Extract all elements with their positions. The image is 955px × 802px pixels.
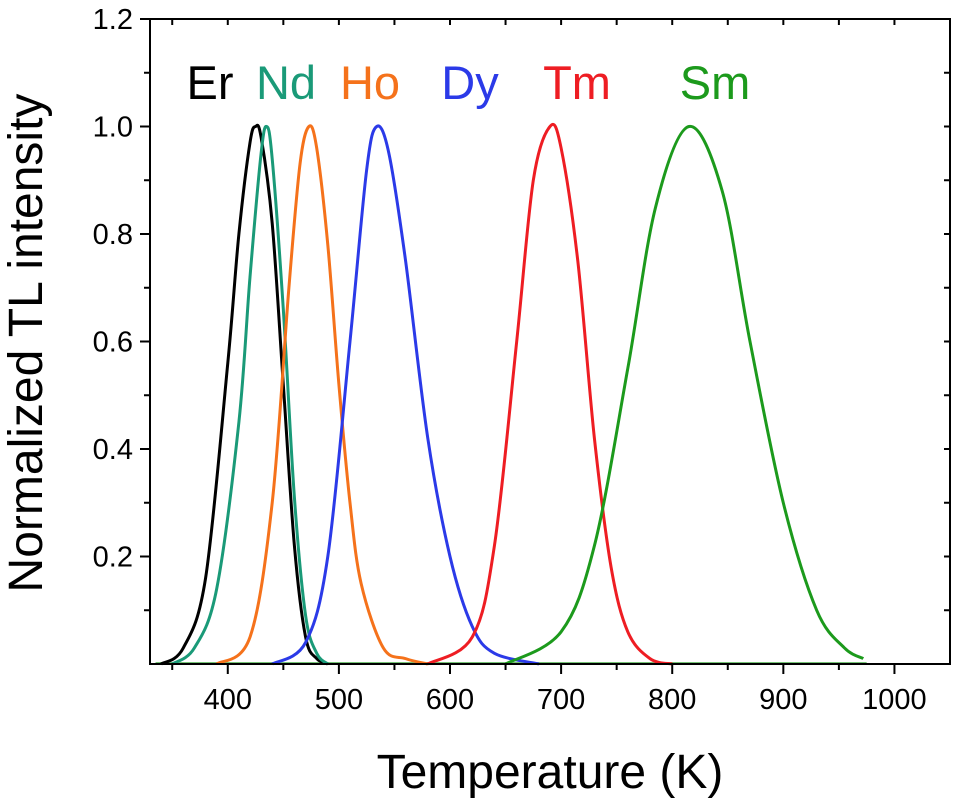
y-tick-label: 0.8 (93, 219, 133, 251)
y-tick-label: 0.6 (93, 327, 133, 359)
plot-area: Er Nd Ho Dy Tm Sm (155, 56, 867, 666)
x-tick-label: 700 (537, 684, 585, 716)
series-line-sm (504, 124, 865, 666)
plot-frame (149, 18, 951, 665)
x-tick-label: 1000 (862, 684, 927, 716)
series-line-tm (427, 122, 673, 666)
series-label-ho: Ho (340, 56, 400, 109)
series-line-nd (171, 124, 329, 666)
series-line-er (160, 123, 329, 666)
y-axis-title: Normalized TL intensity (0, 94, 53, 593)
x-tick-label: 800 (648, 684, 696, 716)
series-line-ho (215, 124, 429, 666)
x-tick-label: 400 (204, 684, 252, 716)
series-label-sm: Sm (680, 56, 751, 109)
series-label-nd: Nd (256, 56, 316, 109)
x-tick-label: 900 (759, 684, 807, 716)
y-tick-label: 0.4 (93, 434, 133, 466)
series-label-tm: Tm (543, 56, 611, 109)
series-label-er: Er (187, 56, 234, 109)
y-tick-label: 1.0 (93, 112, 133, 144)
x-axis-title: Temperature (K) (377, 746, 724, 799)
y-tick-label: 1.2 (93, 4, 133, 36)
x-tick-label: 500 (315, 684, 363, 716)
y-tick-label: 0.2 (93, 542, 133, 574)
x-tick-label: 600 (426, 684, 474, 716)
axes: 400 500 600 700 800 900 1000 0.2 0.4 0.6 0.8 1.0 1.2 (93, 4, 951, 716)
series-line-dy (271, 124, 540, 666)
series-label-dy: Dy (441, 56, 499, 109)
